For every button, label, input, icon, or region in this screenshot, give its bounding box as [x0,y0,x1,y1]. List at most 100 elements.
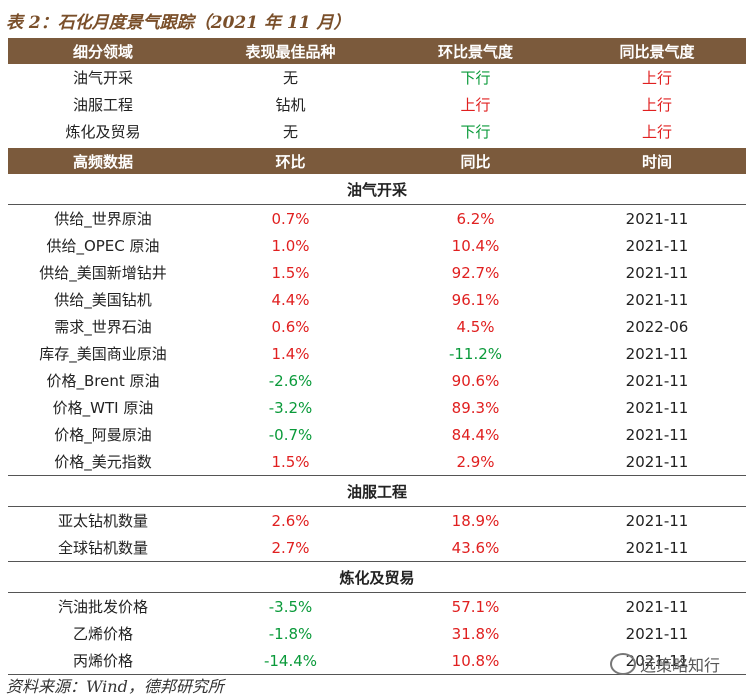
mom-cell: -3.2% [268,398,313,417]
item-cell: 价格_WTI 原油 [52,399,154,417]
item-cell: 供给_世界原油 [54,210,152,228]
mom-cell: 0.6% [271,317,310,336]
table-row: 价格_WTI 原油 -3.2% 89.3% 2021-11 [8,394,746,421]
best-cell: 无 [282,69,298,87]
table-row: 亚太钻机数量 2.6% 18.9% 2021-11 [8,507,746,535]
time-cell: 2021-11 [625,624,689,643]
table-row: 供给_OPEC 原油 1.0% 10.4% 2021-11 [8,232,746,259]
section-title: 炼化及贸易 [8,561,746,593]
table-row: 需求_世界石油 0.6% 4.5% 2022-06 [8,313,746,340]
watermark: 远策略知行 [610,652,720,676]
section-row: 油服工程 [8,475,746,507]
table-row: 价格_阿曼原油 -0.7% 84.4% 2021-11 [8,421,746,448]
yoy-trend-cell: 上行 [641,69,672,87]
item-cell: 亚太钻机数量 [57,512,148,530]
time-cell: 2021-11 [625,425,689,444]
yoy-cell: 10.4% [451,236,500,255]
table-row: 价格_美元指数 1.5% 2.9% 2021-11 [8,448,746,476]
source-note: 资料来源：Wind，德邦研究所 [6,677,224,696]
table-row: 全球钻机数量 2.7% 43.6% 2021-11 [8,534,746,562]
mom-trend-cell: 下行 [460,69,491,87]
header-yoy: 同比景气度 [568,38,746,64]
mom-cell: 1.0% [271,236,310,255]
mom-cell: -2.6% [268,371,313,390]
time-cell: 2021-11 [625,290,689,309]
time-cell: 2021-11 [625,511,689,530]
field-cell: 油气开采 [72,69,133,87]
header-hf-yoy: 同比 [383,148,568,174]
header-mom: 环比景气度 [383,38,568,64]
section-title: 油服工程 [8,475,746,507]
header-hf-time: 时间 [568,148,746,174]
section-row: 油气开采 [8,174,746,205]
table-title: 表 2：石化月度景气跟踪（2021 年 11 月） [6,13,351,33]
yoy-cell: 6.2% [456,209,495,228]
time-cell: 2021-11 [568,448,746,476]
mom-cell: 4.4% [271,290,310,309]
summary-header-row: 细分领域 表现最佳品种 环比景气度 同比景气度 [8,38,746,64]
mom-trend-cell: 下行 [460,123,491,141]
time-cell: 2021-11 [625,236,689,255]
mom-cell: -1.8% [268,624,313,643]
mom-trend-cell: 上行 [460,96,491,114]
table-row: 炼化及贸易 无 下行 上行 [8,118,746,145]
item-cell: 全球钻机数量 [8,534,198,562]
yoy-cell: 10.8% [383,647,568,675]
table-row: 乙烯价格 -1.8% 31.8% 2021-11 [8,620,746,647]
mom-cell: 1.4% [271,344,310,363]
yoy-cell: 96.1% [451,290,500,309]
mom-cell: -3.5% [268,597,313,616]
time-cell: 2022-06 [625,317,689,336]
item-cell: 价格_美元指数 [8,448,198,476]
yoy-cell: 43.6% [383,534,568,562]
yoy-cell: 18.9% [451,511,500,530]
yoy-trend-cell: 上行 [641,96,672,114]
time-cell: 2021-11 [568,534,746,562]
mom-cell: 0.7% [271,209,310,228]
yoy-cell: 92.7% [451,263,500,282]
yoy-trend-cell: 上行 [641,123,672,141]
table-row: 油气开采 无 下行 上行 [8,64,746,91]
header-hf-mom: 环比 [198,148,383,174]
yoy-cell: 31.8% [451,624,500,643]
item-cell: 供给_美国新增钻井 [39,264,167,282]
item-cell: 价格_阿曼原油 [54,426,152,444]
mom-cell: 1.5% [198,448,383,476]
header-best: 表现最佳品种 [198,38,383,64]
item-cell: 供给_美国钻机 [54,291,152,309]
table-row: 供给_美国新增钻井 1.5% 92.7% 2021-11 [8,259,746,286]
time-cell: 2021-11 [568,647,746,675]
best-cell: 无 [282,123,298,141]
yoy-cell: 84.4% [451,425,500,444]
item-cell: 库存_美国商业原油 [39,345,167,363]
mom-cell: 1.5% [271,263,310,282]
table-row: 供给_世界原油 0.7% 6.2% 2021-11 [8,205,746,233]
time-cell: 2021-11 [625,263,689,282]
item-cell: 丙烯价格 [8,647,198,675]
best-cell: 钻机 [275,96,306,114]
summary-table: 细分领域 表现最佳品种 环比景气度 同比景气度 油气开采无下行 上行 油服工程 钻机上… [8,38,746,145]
item-cell: 乙烯价格 [72,625,133,643]
time-cell: 2021-11 [625,398,689,417]
header-hf-data: 高频数据 [8,148,198,174]
table-row: 丙烯价格 -14.4% 10.8% 2021-11 [8,647,746,675]
mom-cell: 2.7% [198,534,383,562]
mom-cell: -14.4% [198,647,383,675]
table-row: 汽油批发价格 -3.5% 57.1% 2021-11 [8,593,746,621]
yoy-cell: 4.5% [456,317,495,336]
yoy-cell: -11.2% [448,344,503,363]
time-cell: 2021-11 [625,209,689,228]
table-row: 库存_美国商业原油 1.4% -11.2% 2021-11 [8,340,746,367]
yoy-cell: 89.3% [451,398,500,417]
yoy-cell: 90.6% [451,371,500,390]
section-row: 炼化及贸易 [8,561,746,593]
time-cell: 2021-11 [625,371,689,390]
yoy-cell: 57.1% [451,597,500,616]
yoy-cell: 2.9% [383,448,568,476]
header-field: 细分领域 [8,38,198,64]
high-frequency-table: 高频数据 环比 同比 时间 油气开采供给_世界原油 0.7% 6.2% 2021-11… [8,148,746,675]
time-cell: 2021-11 [625,597,689,616]
table-row: 供给_美国钻机 4.4% 96.1% 2021-11 [8,286,746,313]
item-cell: 价格_Brent 原油 [46,372,160,390]
field-cell: 炼化及贸易 [65,123,141,141]
